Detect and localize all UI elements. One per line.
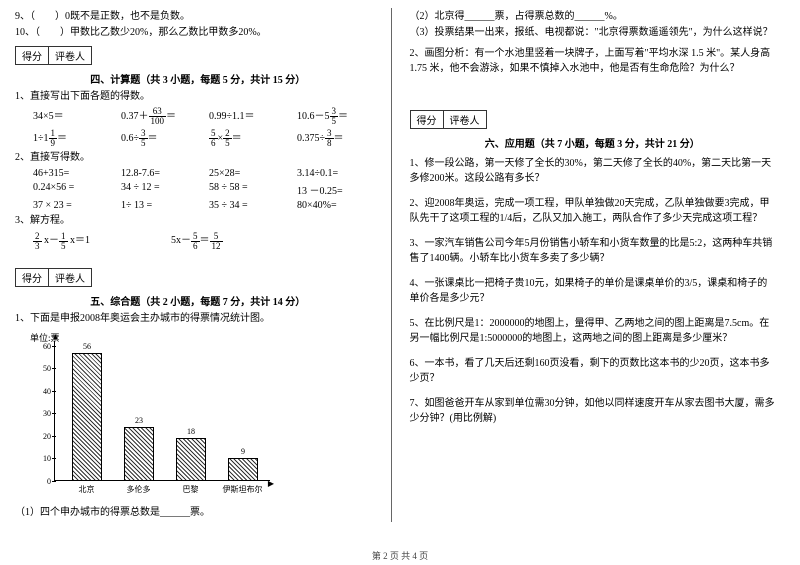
vote-bar-chart: 单位:票 ▲ ▶ 010203040506056北京23多伦多18巴黎9伊斯坦布… <box>30 331 280 501</box>
section-4-title: 四、计算题（共 3 小题，每题 5 分，共计 15 分） <box>15 71 381 86</box>
s4-3: 3、解方程。 <box>15 214 381 228</box>
y-tick-label: 10 <box>35 454 51 463</box>
bar-value-label: 18 <box>177 427 205 436</box>
direct-calc-rows: 46+315= 12.8-7.6= 25×28= 3.14÷0.1= 0.24×56 =… <box>15 168 381 211</box>
calc-item: 0.99÷1.1＝ <box>209 107 279 126</box>
calc-item: 46+315= <box>33 168 103 179</box>
calc-item: 0.24×56 = <box>33 182 103 197</box>
application-item: 4、一张课桌比一把椅子贵10元，如果椅子的单价是课桌单价的3/5，课桌和椅子的单… <box>410 276 776 306</box>
y-tick-label: 0 <box>35 477 51 486</box>
application-item: 5、在比例尺是1：2000000的地图上，量得甲、乙两地之间的图上距离是7.5c… <box>410 316 776 346</box>
s5-2: （2）北京得______票，占得票总数的______%。 <box>410 10 776 24</box>
y-tick <box>52 436 56 437</box>
calc-item: 13 －0.25= <box>297 182 367 197</box>
calc-row: 46+315= 12.8-7.6= 25×28= 3.14÷0.1= <box>33 168 381 179</box>
section-5-title: 五、综合题（共 2 小题，每题 7 分，共计 14 分） <box>15 293 381 308</box>
y-tick <box>52 368 56 369</box>
calc-item: 80×40%= <box>297 200 367 211</box>
bar-多伦多: 23 <box>124 427 154 481</box>
s4-1: 1、直接写出下面各题的得数。 <box>15 90 381 104</box>
calc-item: 1÷ 13 = <box>121 200 191 211</box>
bar-value-label: 9 <box>229 447 257 456</box>
calc-item: 10.6－535＝ <box>297 107 367 126</box>
score-box-5: 得分 评卷人 <box>15 268 92 287</box>
calc-item: 12.8-7.6= <box>121 168 191 179</box>
application-item: 6、一本书，看了几天后还剩160页没看，剩下的页数比这本书的少20页，这本书多少… <box>410 356 776 386</box>
application-item: 7、如图爸爸开车从家到单位需30分钟，如他以同样速度开车从家去图书大厦，需多少分… <box>410 396 776 426</box>
bar-value-label: 56 <box>73 342 101 351</box>
s4-2: 2、直接写得数。 <box>15 151 381 165</box>
bar-巴黎: 18 <box>176 438 206 481</box>
application-problems: 1、修一段公路，第一天修了全长的30%，第二天修了全长的40%，第二天比第一天多… <box>410 156 776 426</box>
calc-item: 58 ÷ 58 = <box>209 182 279 197</box>
application-item: 3、一家汽车销售公司今年5月份销售小轿车和小货车数量的比是5:2，这两种车共销售… <box>410 236 776 266</box>
calc-row-1: 34×5＝ 0.37＋63100＝ 0.99÷1.1＝ 10.6－535＝ <box>33 107 381 126</box>
grader-cell: 评卷人 <box>49 269 91 286</box>
y-tick <box>52 458 56 459</box>
bar-value-label: 23 <box>125 416 153 425</box>
category-label: 北京 <box>64 484 109 495</box>
bar-伊斯坦布尔: 9 <box>228 458 258 480</box>
y-tick-label: 30 <box>35 409 51 418</box>
right-column: （2）北京得______票，占得票总数的______%。 （3）投票结果一出来，… <box>410 8 786 522</box>
calc-item: 25×28= <box>209 168 279 179</box>
q10: 10、（ ）甲数比乙数少20%，那么乙数比甲数多20%。 <box>15 26 381 40</box>
calc-item: 56×25＝ <box>209 129 279 148</box>
y-tick <box>52 346 56 347</box>
calc-row: 0.24×56 = 34 ÷ 12 = 58 ÷ 58 = 13 －0.25= <box>33 182 381 197</box>
grader-cell: 评卷人 <box>444 111 486 128</box>
s5-q2: 2、画图分析：有一个水池里竖着一块牌子，上面写着"平均水深 1.5 米"。某人身… <box>410 46 776 76</box>
score-cell: 得分 <box>16 47 49 64</box>
score-cell: 得分 <box>16 269 49 286</box>
calc-item: 34 ÷ 12 = <box>121 182 191 197</box>
page-footer: 第 2 页 共 4 页 <box>0 549 800 562</box>
calc-row-2: 1÷119＝ 0.6÷35＝ 56×25＝ 0.375÷38＝ <box>33 129 381 148</box>
category-label: 巴黎 <box>168 484 213 495</box>
calc-item: 3.14÷0.1= <box>297 168 367 179</box>
q9: 9、（ ）0既不是正数，也不是负数。 <box>15 10 381 24</box>
calc-row: 37 × 23 = 1÷ 13 = 35 ÷ 34 = 80×40%= <box>33 200 381 211</box>
eq-row: 23 x－15 x＝1 5x－56＝512 <box>33 231 381 250</box>
calc-item: 0.375÷38＝ <box>297 129 367 148</box>
application-item: 2、迎2008年奥运，完成一项工程，甲队单独做20天完成，乙队单独做要3完成，甲… <box>410 196 776 226</box>
calc-item: 0.6÷35＝ <box>121 129 191 148</box>
score-box-6: 得分 评卷人 <box>410 110 487 129</box>
s5-3: （3）投票结果一出来，报纸、电视都说："北京得票数遥遥领先"，为什么这样说？ <box>410 26 776 40</box>
y-tick <box>52 413 56 414</box>
score-cell: 得分 <box>411 111 444 128</box>
y-tick <box>52 481 56 482</box>
category-label: 多伦多 <box>116 484 161 495</box>
y-tick <box>52 391 56 392</box>
page-container: 9、（ ）0既不是正数，也不是负数。 10、（ ）甲数比乙数少20%，那么乙数比… <box>0 0 800 530</box>
equation-1: 23 x－15 x＝1 <box>33 231 153 250</box>
section-6-title: 六、应用题（共 7 小题，每题 3 分，共计 21 分） <box>410 135 776 150</box>
bar-北京: 56 <box>72 353 102 481</box>
category-label: 伊斯坦布尔 <box>220 484 265 495</box>
calc-item: 0.37＋63100＝ <box>121 107 191 126</box>
y-tick-label: 50 <box>35 364 51 373</box>
application-item: 1、修一段公路，第一天修了全长的30%，第二天修了全长的40%，第二天比第一天多… <box>410 156 776 186</box>
grader-cell: 评卷人 <box>49 47 91 64</box>
calc-item: 37 × 23 = <box>33 200 103 211</box>
calc-item: 35 ÷ 34 = <box>209 200 279 211</box>
calc-item: 1÷119＝ <box>33 129 103 148</box>
y-tick-label: 20 <box>35 432 51 441</box>
s5-1: 1、下面是申报2008年奥运会主办城市的得票情况统计图。 <box>15 312 381 326</box>
y-axis <box>54 341 55 481</box>
y-tick-label: 60 <box>35 342 51 351</box>
y-tick-label: 40 <box>35 387 51 396</box>
left-column: 9、（ ）0既不是正数，也不是负数。 10、（ ）甲数比乙数少20%，那么乙数比… <box>15 8 392 522</box>
calc-item: 34×5＝ <box>33 107 103 126</box>
equation-2: 5x－56＝512 <box>171 231 291 250</box>
score-box-4: 得分 评卷人 <box>15 46 92 65</box>
s5-1b: （1）四个申办城市的得票总数是______票。 <box>15 506 381 520</box>
